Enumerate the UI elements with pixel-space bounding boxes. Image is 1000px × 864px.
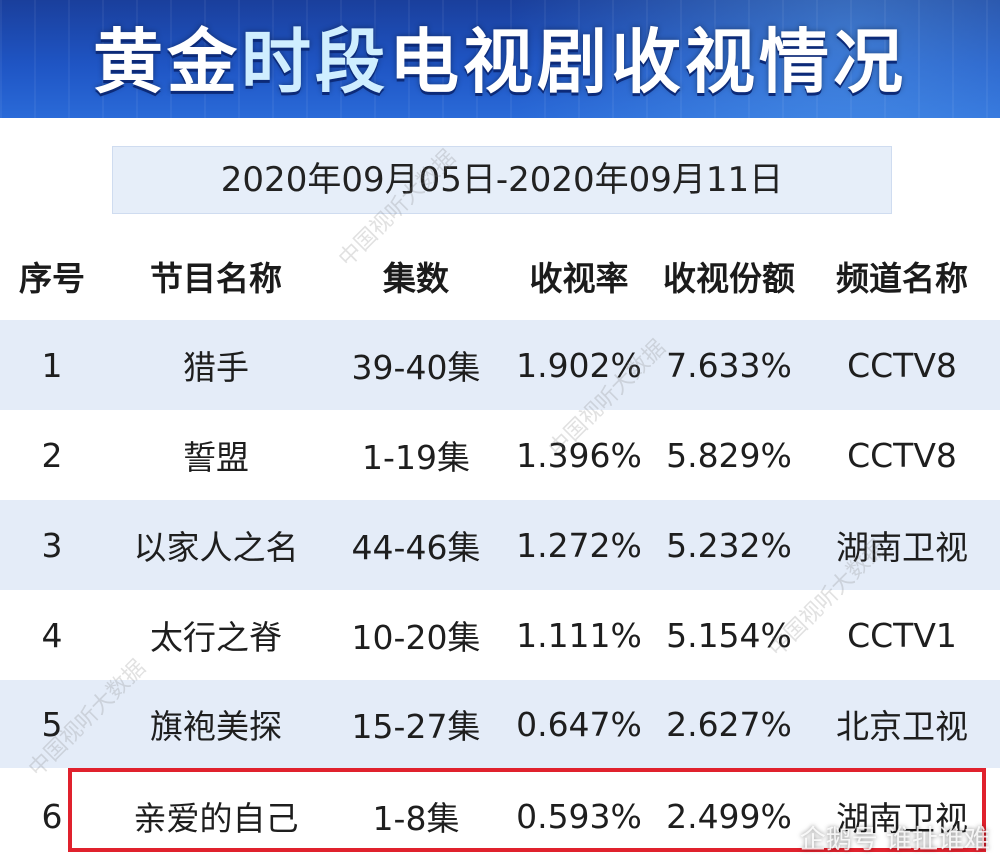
cell-episodes: 1-19集 [362, 438, 470, 477]
cell-channel: CCTV1 [847, 615, 957, 655]
title-part-1: 黄金 [93, 21, 241, 103]
table-row: 4 太行之脊 10-20集 1.111% 5.154% CCTV1 [0, 590, 1000, 680]
table-row: 5 旗袍美探 15-27集 0.647% 2.627% 北京卫视 [0, 680, 1000, 768]
cell-rating: 0.593% [516, 796, 642, 836]
cell-rating: 0.647% [516, 704, 642, 744]
table-row: 3 以家人之名 44-46集 1.272% 5.232% 湖南卫视 [0, 500, 1000, 590]
cell-episodes: 1-8集 [372, 799, 460, 838]
cell-share: 2.627% [666, 704, 792, 744]
cell-index: 2 [41, 435, 63, 475]
title-part-2: 时段 [241, 21, 389, 103]
cell-episodes: 39-40集 [351, 348, 481, 387]
cell-channel: 北京卫视 [836, 707, 968, 746]
cell-channel: CCTV8 [847, 435, 957, 475]
header-channel: 频道名称 [836, 259, 968, 298]
cell-share: 5.232% [666, 525, 792, 565]
table-row: 2 誓盟 1-19集 1.396% 5.829% CCTV8 [0, 410, 1000, 500]
cell-episodes: 44-46集 [351, 528, 481, 567]
header-share: 收视份额 [663, 259, 795, 298]
cell-rating: 1.272% [516, 525, 642, 565]
cell-rating: 1.111% [516, 615, 642, 655]
table-row: 1 猎手 39-40集 1.902% 7.633% CCTV8 [0, 320, 1000, 410]
cell-index: 3 [41, 525, 63, 565]
cell-program: 旗袍美探 [150, 707, 282, 746]
cell-rating: 1.902% [516, 345, 642, 385]
cell-rating: 1.396% [516, 435, 642, 475]
date-range: 2020年09月05日-2020年09月11日 [112, 146, 892, 214]
table-header-row: 序号 节目名称 集数 收视率 收视份额 频道名称 [0, 232, 1000, 320]
cell-index: 6 [41, 796, 63, 836]
cell-episodes: 15-27集 [351, 707, 481, 746]
header-episodes: 集数 [383, 259, 449, 298]
cell-share: 7.633% [666, 345, 792, 385]
cell-episodes: 10-20集 [351, 618, 481, 657]
header-rating: 收视率 [529, 259, 629, 298]
title-banner: 黄金时段电视剧收视情况 [0, 0, 1000, 118]
cell-program: 亲爱的自己 [133, 799, 299, 838]
cell-index: 4 [41, 615, 63, 655]
cell-share: 2.499% [666, 796, 792, 836]
cell-index: 1 [41, 345, 63, 385]
cell-program: 以家人之名 [133, 528, 299, 567]
cell-program: 太行之脊 [150, 618, 282, 657]
corner-watermark: 企鹅号 谁扯谁难 [799, 825, 990, 855]
cell-program: 猎手 [183, 348, 249, 387]
cell-share: 5.154% [666, 615, 792, 655]
cell-share: 5.829% [666, 435, 792, 475]
table-row: 6 亲爱的自己 1-8集 0.593% 2.499% 湖南卫视 [0, 772, 1000, 860]
cell-program: 誓盟 [183, 438, 249, 477]
cell-channel: 湖南卫视 [836, 799, 968, 838]
header-program: 节目名称 [150, 259, 282, 298]
cell-channel: 湖南卫视 [836, 528, 968, 567]
cell-index: 5 [41, 704, 63, 744]
highlight-box [68, 768, 986, 852]
page-title: 黄金时段电视剧收视情况 [0, 6, 1000, 107]
header-index: 序号 [19, 259, 85, 298]
cell-channel: CCTV8 [847, 345, 957, 385]
title-part-3: 电视剧收视情况 [389, 21, 907, 103]
